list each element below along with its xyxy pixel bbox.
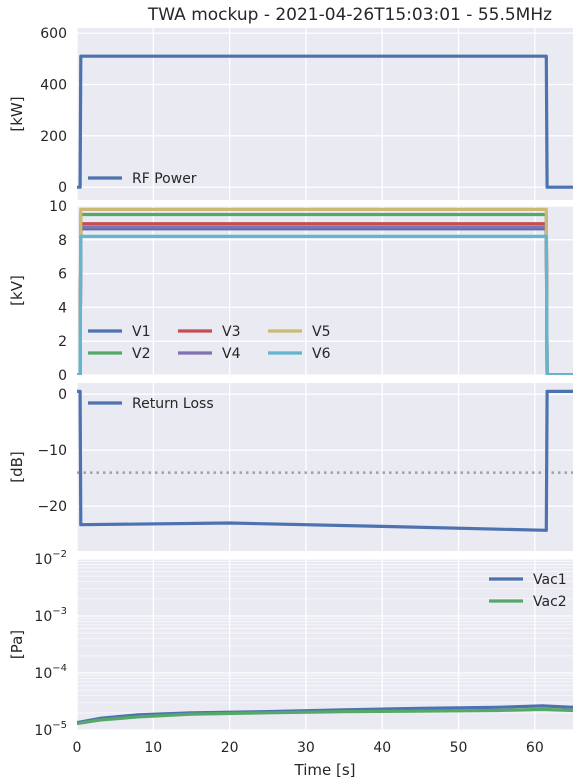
y-tick-label: 4: [58, 300, 67, 316]
y-tick-label: 10−4: [34, 663, 67, 682]
legend-label: V3: [222, 324, 240, 340]
series-line-v1: [77, 227, 573, 375]
legend-label: RF Power: [132, 171, 197, 187]
plot-background: [77, 206, 573, 375]
y-tick-label: 8: [58, 233, 67, 249]
legend: Vac1 Vac2: [489, 572, 567, 610]
y-axis-label: [kV]: [8, 275, 26, 306]
x-tick-label: 10: [144, 740, 162, 756]
x-tick-label: 30: [297, 740, 315, 756]
y-tick-label: 2: [58, 334, 67, 350]
y-tick-label: −10: [37, 443, 67, 459]
y-tick-label: 400: [40, 77, 67, 93]
x-tick-label: 0: [73, 740, 82, 756]
y-tick-label: 200: [40, 129, 67, 145]
y-tick-label: 10: [49, 199, 67, 215]
series-line-return-loss: [77, 389, 573, 532]
y-tick-label: 10−5: [34, 720, 67, 739]
x-axis-label: Time [s]: [294, 761, 356, 779]
x-tick-label: 40: [373, 740, 391, 756]
panel-1: 0 200 400 600 [kW] RF Power: [8, 26, 573, 200]
legend-label: V4: [222, 346, 241, 362]
legend-label: V1: [132, 324, 150, 340]
x-tick-label: 60: [526, 740, 544, 756]
legend: RF Power: [88, 171, 197, 187]
x-axis: 0 10 20 30 40 50 60: [73, 740, 544, 756]
chart-title: TWA mockup - 2021-04-26T15:03:01 - 55.5M…: [147, 5, 552, 25]
panel-3: 0 −10 −20 [dB] Return Loss: [8, 383, 573, 551]
y-axis-label: [dB]: [8, 451, 26, 483]
series-group: [77, 704, 573, 726]
y-tick-label: 10−3: [34, 606, 67, 625]
legend: Return Loss: [88, 396, 214, 412]
y-axis-label: [Pa]: [8, 630, 26, 659]
series-line-v3: [77, 222, 573, 375]
panel-4: 10−5 10−4 10−3 10−2 [Pa] Vac1 Vac2: [8, 549, 573, 739]
y-tick-label: −20: [37, 499, 67, 515]
series-group: [77, 207, 573, 375]
series-line-vac2: [77, 707, 573, 726]
y-tick-label: 6: [58, 267, 67, 283]
series-line-rf-power: [77, 54, 573, 189]
y-tick-label: 10−2: [34, 549, 67, 568]
series-group: [77, 389, 573, 532]
legend-label: V2: [132, 346, 150, 362]
y-tick-label: 0: [58, 368, 67, 384]
x-tick-label: 20: [221, 740, 239, 756]
series-line-v2: [77, 212, 573, 375]
y-tick-label: 0: [58, 180, 67, 196]
legend-label: Vac1: [533, 572, 567, 588]
legend: V1 V2 V3 V4 V5 V6: [88, 324, 331, 362]
series-group: [77, 54, 573, 189]
plot-background: [77, 559, 573, 730]
y-axis-label: [kW]: [8, 96, 26, 131]
legend-label: V6: [312, 346, 331, 362]
legend-label: Return Loss: [132, 396, 214, 412]
legend-label: Vac2: [533, 594, 567, 610]
series-line-v4: [77, 225, 573, 375]
y-tick-label: 600: [40, 26, 67, 42]
x-tick-label: 50: [450, 740, 468, 756]
legend-label: V5: [312, 324, 330, 340]
y-tick-label: 0: [58, 387, 67, 403]
series-line-v5: [77, 207, 573, 375]
panel-2: 0 2 4 6 8 10 [kV] V1 V2 V3 V4 V5 V6: [8, 199, 573, 384]
series-line-v6: [77, 234, 573, 375]
